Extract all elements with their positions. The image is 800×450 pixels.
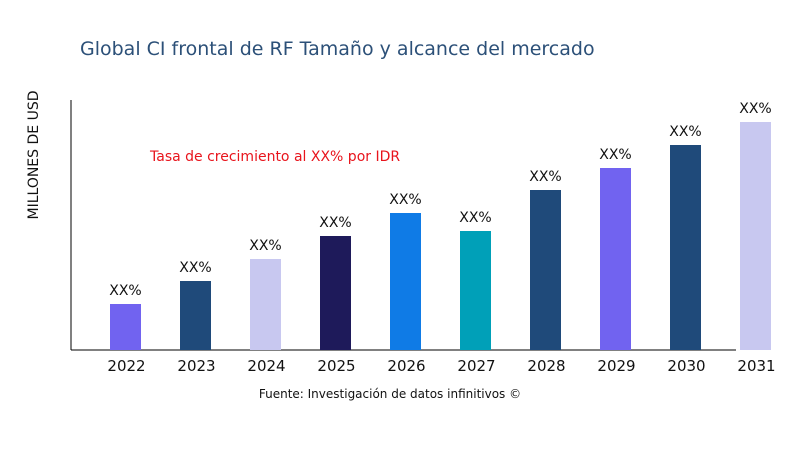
data-label-2022: XX%: [109, 283, 141, 299]
bar-2024: [250, 259, 281, 350]
x-tick-label-2030: 2030: [667, 357, 705, 375]
data-label-2031: XX%: [739, 101, 771, 117]
data-label-2030: XX%: [669, 124, 701, 140]
source-note: Fuente: Investigación de datos infinitiv…: [258, 387, 522, 401]
growth-annotation: Tasa de crecimiento al XX% por IDR: [149, 149, 400, 165]
x-tick-label-2026: 2026: [387, 357, 425, 375]
bar-2028: [530, 190, 561, 350]
bar-2029: [600, 168, 631, 350]
bar-2031: [740, 122, 771, 350]
data-label-2023: XX%: [179, 260, 211, 276]
x-tick-label-2029: 2029: [597, 357, 635, 375]
chart-title: Global CI frontal de RF Tamaño y alcance…: [80, 38, 595, 60]
bar-2026: [390, 213, 421, 350]
x-tick-label-2025: 2025: [317, 357, 355, 375]
bar-2022: [110, 304, 141, 350]
data-label-2029: XX%: [599, 147, 631, 163]
bar-2025: [320, 236, 351, 350]
x-tick-label-2027: 2027: [457, 357, 495, 375]
data-label-2027: XX%: [459, 210, 491, 226]
data-label-2025: XX%: [319, 215, 351, 231]
x-tick-label-2028: 2028: [527, 357, 565, 375]
x-tick-label-2031: 2031: [737, 357, 775, 375]
bar-2023: [180, 281, 211, 350]
bar-2030: [670, 145, 701, 350]
data-label-2024: XX%: [249, 238, 281, 254]
x-tick-label-2022: 2022: [107, 357, 145, 375]
data-label-2028: XX%: [529, 169, 561, 185]
x-tick-label-2023: 2023: [177, 357, 215, 375]
data-label-2026: XX%: [389, 192, 421, 208]
bar-2027: [460, 231, 491, 350]
x-tick-label-2024: 2024: [247, 357, 285, 375]
